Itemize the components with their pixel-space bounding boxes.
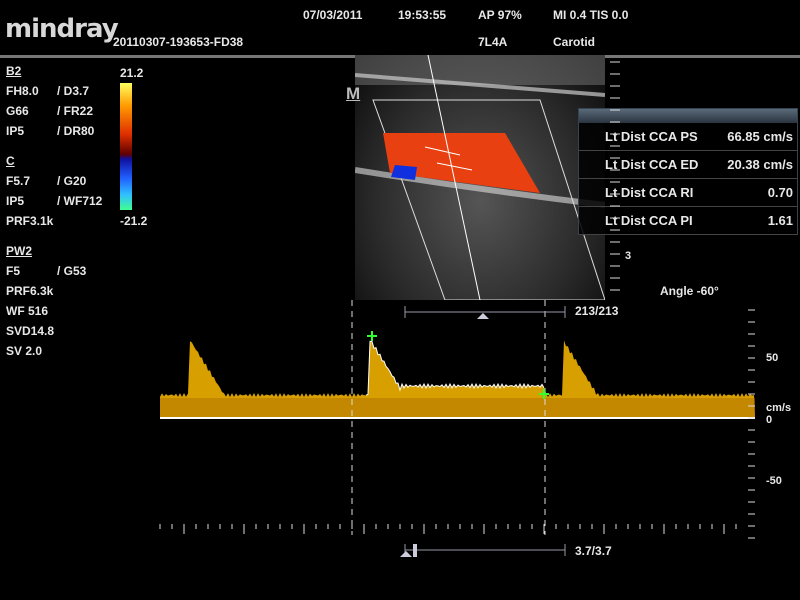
mindray-logo: mindray <box>5 14 119 44</box>
param-value: / D3.7 <box>57 84 90 98</box>
measurement-label: Lt Dist CCA RI <box>605 185 694 200</box>
measurement-label: Lt Dist CCA PS <box>605 129 698 144</box>
param-group-title: C <box>6 154 15 168</box>
m-marker: M <box>346 84 361 103</box>
exam-time: 19:53:55 <box>398 8 447 22</box>
b-mode-svg <box>354 54 606 301</box>
param-value: / G20 <box>57 174 87 188</box>
b-mode-image <box>354 54 606 301</box>
measurement-row: Lt Dist CCA ED 20.38 cm/s <box>579 151 797 179</box>
param-value: / FR22 <box>57 104 94 118</box>
color-scale-max: 21.2 <box>120 66 144 80</box>
measurement-value: 0.70 <box>767 185 793 200</box>
param-value: PRF3.1k <box>6 214 54 228</box>
param-value: FH8.0 <box>6 84 39 98</box>
doppler-angle: Angle -60° <box>660 284 719 298</box>
measurement-value: 66.85 cm/s <box>727 129 793 144</box>
param-value: F5.7 <box>6 174 31 188</box>
measurement-row: Lt Dist CCA PS 66.85 cm/s <box>579 123 797 151</box>
scroll-handle <box>413 544 417 557</box>
depth-label: 3 <box>625 250 632 262</box>
param-value: SVD14.8 <box>6 324 55 338</box>
measurement-label: Lt Dist CCA ED <box>605 157 699 172</box>
probe: 7L4A <box>478 35 508 49</box>
scroll-thumb-icon <box>477 313 489 319</box>
measurement-row: Lt Dist CCA RI 0.70 <box>579 179 797 207</box>
color-scale-bar <box>120 83 132 210</box>
spectrum-band <box>160 398 755 418</box>
param-value: WF 516 <box>6 304 49 318</box>
param-value: G66 <box>6 104 29 118</box>
velocity-scale-bottom: -50 <box>766 475 782 487</box>
measurement-value: 1.61 <box>767 213 793 228</box>
measurement-row: Lt Dist CCA PI 1.61 <box>579 207 797 235</box>
param-value: PRF6.3k <box>6 284 54 298</box>
measurement-label: Lt Dist CCA PI <box>605 213 693 228</box>
frame-counter: 213/213 <box>575 304 619 318</box>
velocity-trace <box>365 340 545 396</box>
velocity-unit: cm/s <box>766 402 792 414</box>
scroll-thumb-icon <box>400 551 412 557</box>
param-group-title: PW2 <box>6 244 33 258</box>
velocity-scale-zero: 0 <box>766 414 773 426</box>
param-value: / WF712 <box>57 194 103 208</box>
color-scale-min: -21.2 <box>120 214 148 228</box>
param-value: / G53 <box>57 264 87 278</box>
param-value: / DR80 <box>57 124 95 138</box>
param-value: SV 2.0 <box>6 344 43 358</box>
measurement-table-header <box>579 109 797 123</box>
cine-counter: 3.7/3.7 <box>575 544 612 558</box>
acoustic-power: AP 97% <box>478 8 522 22</box>
patient-id: 20110307-193653-FD38 <box>113 35 244 49</box>
velocity-scale-top: 50 <box>766 352 779 364</box>
measurement-table: Lt Dist CCA PS 66.85 cm/s Lt Dist CCA ED 20… <box>578 108 798 235</box>
param-value: F5 <box>6 264 21 278</box>
param-value: IP5 <box>6 124 25 138</box>
exam-date: 07/03/2011 <box>303 8 363 22</box>
param-value: IP5 <box>6 194 25 208</box>
measurement-value: 20.38 cm/s <box>727 157 793 172</box>
mi-tis: MI 0.4 TIS 0.0 <box>553 8 629 22</box>
param-group-title: B2 <box>6 64 22 78</box>
preset: Carotid <box>553 35 595 49</box>
